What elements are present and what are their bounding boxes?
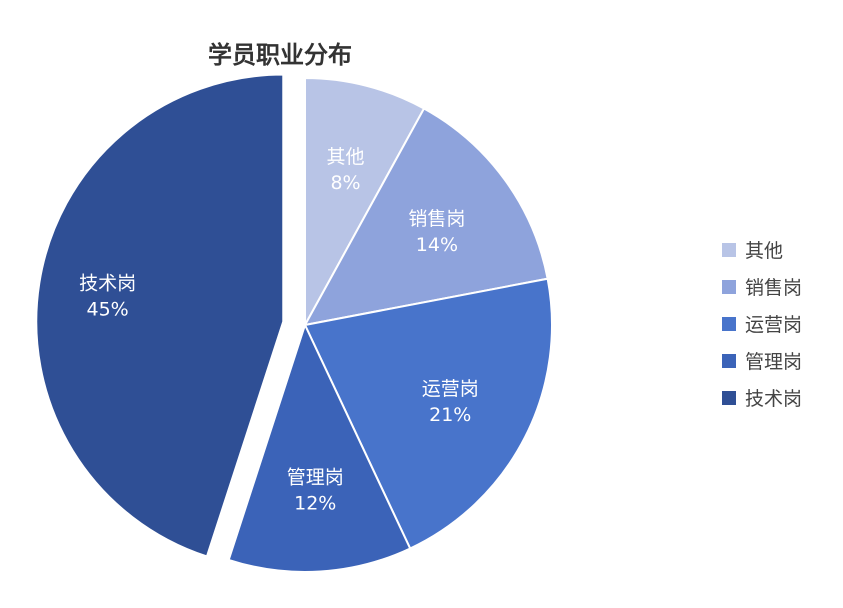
legend-label-2: 运营岗 (745, 314, 802, 336)
legend-swatch-0 (722, 243, 736, 257)
slice-0 (304, 76, 426, 326)
slice-4-percent-label: 45% (87, 299, 129, 321)
legend-swatch-2 (722, 317, 736, 331)
chart-title: 学员职业分布 (208, 41, 352, 69)
slice-0-percent-label: 8% (330, 172, 360, 194)
legend-swatch-1 (722, 280, 736, 294)
slice-1-name-label: 销售岗 (408, 208, 465, 230)
legend-swatch-4 (722, 391, 736, 405)
legend-label-4: 技术岗 (745, 388, 802, 410)
legend-swatch-3 (722, 354, 736, 368)
slice-3 (227, 322, 412, 573)
slices-layer (35, 73, 553, 573)
slice-1 (303, 107, 549, 327)
slice-3-percent-label: 12% (294, 493, 336, 515)
slice-1-percent-label: 14% (416, 234, 458, 256)
legend-label-1: 销售岗 (745, 277, 802, 299)
slice-2-name-label: 运营岗 (422, 378, 479, 400)
slice-4-name-label: 技术岗 (79, 273, 136, 295)
slice-2-percent-label: 21% (429, 404, 471, 426)
slice-0-name-label: 其他 (327, 146, 365, 168)
legend-label-0: 其他 (745, 240, 783, 262)
slice-labels: 其他 8% 销售岗 14% 运营岗 21% 管理岗 12% 技术岗 45% (79, 146, 479, 515)
slice-3-name-label: 管理岗 (287, 467, 344, 489)
slice-4 (35, 73, 285, 558)
slice-2 (303, 277, 553, 550)
legend-label-3: 管理岗 (745, 351, 802, 373)
